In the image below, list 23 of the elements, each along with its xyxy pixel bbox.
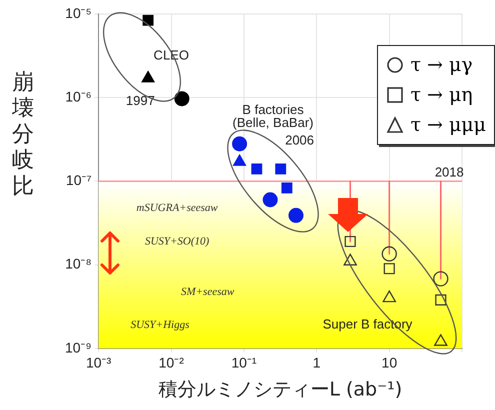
y-tick-label: 10⁻⁸ [65, 256, 92, 272]
annotation: 2006 [285, 132, 314, 148]
x-tick-label: 10⁻³ [86, 354, 112, 371]
x-tick-label: 10⁻¹ [231, 354, 257, 371]
y-tick-label: 10⁻⁷ [66, 172, 92, 188]
annotation: B factories (Belle, BaBar) [232, 102, 314, 130]
legend-label: τ → μη [410, 83, 473, 108]
legend-label: τ → μγ [410, 53, 473, 78]
y-tick-label: 10⁻⁶ [65, 88, 92, 104]
y-tick-label: 10⁻⁵ [65, 4, 92, 21]
legend-label: τ → μμμ [410, 113, 486, 138]
annotation: mSUGRA+seesaw [136, 202, 218, 214]
x-tick-label: 1 [312, 354, 321, 371]
annotation: 1997 [126, 93, 155, 108]
x-axis-title: 積分ルミノシティーL (ab⁻¹) [158, 378, 402, 401]
y-axis-title: 崩壊分岐比 [12, 70, 35, 200]
annotation: SM+seesaw [180, 286, 235, 298]
annotation: SUSY+SO(10) [144, 235, 210, 248]
annotation: 2018 [434, 164, 464, 180]
x-tick-label: 10 [382, 354, 398, 371]
x-tick-label: 10⁻² [158, 354, 184, 371]
annotation: SUSY+Higgs [130, 318, 190, 331]
y-tick-label: 10⁻⁹ [64, 339, 92, 356]
